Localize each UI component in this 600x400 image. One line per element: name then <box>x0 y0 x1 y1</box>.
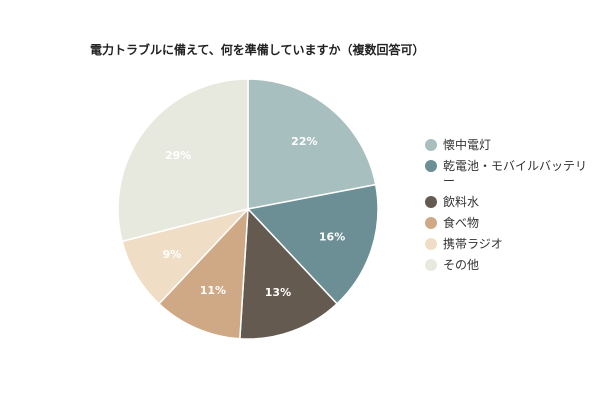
slice-value-label-3: 11% <box>200 284 226 297</box>
legend-item-4: 携帯ラジオ <box>425 237 595 252</box>
legend-label: 食べ物 <box>443 216 480 230</box>
pie-slice-0 <box>247 78 377 210</box>
legend-label: 乾電池・モバイルバッテリー <box>443 159 588 188</box>
slice-value-label-0: 22% <box>291 135 317 148</box>
legend-label: 懐中電灯 <box>443 138 492 152</box>
slice-value-label-1: 16% <box>319 230 345 243</box>
legend-item-0: 懐中電灯 <box>425 138 595 153</box>
legend: 懐中電灯乾電池・モバイルバッテリー飲料水食べ物携帯ラジオその他 <box>425 138 595 279</box>
slice-value-label-2: 13% <box>265 286 291 299</box>
slice-value-label-5: 29% <box>165 149 191 162</box>
legend-item-2: 飲料水 <box>425 195 595 210</box>
pie-slice-5 <box>117 78 249 243</box>
chart-title: 電力トラブルに備えて、何を準備していますか（複数回答可） <box>90 43 425 57</box>
pie-slice-1 <box>246 183 379 305</box>
legend-item-3: 食べ物 <box>425 216 595 231</box>
legend-label: その他 <box>443 258 480 272</box>
legend-label: 飲料水 <box>443 195 480 209</box>
pie-slice-2 <box>239 207 339 340</box>
legend-swatch <box>425 217 437 229</box>
legend-swatch <box>425 196 437 208</box>
legend-item-5: その他 <box>425 258 595 273</box>
legend-swatch <box>425 238 437 250</box>
legend-label: 携帯ラジオ <box>443 237 503 251</box>
legend-swatch <box>425 139 437 151</box>
legend-swatch <box>425 259 437 271</box>
pie-slice-3 <box>157 206 249 340</box>
legend-item-1: 乾電池・モバイルバッテリー <box>425 159 595 189</box>
slice-value-label-4: 9% <box>163 248 182 261</box>
legend-swatch <box>425 160 437 172</box>
